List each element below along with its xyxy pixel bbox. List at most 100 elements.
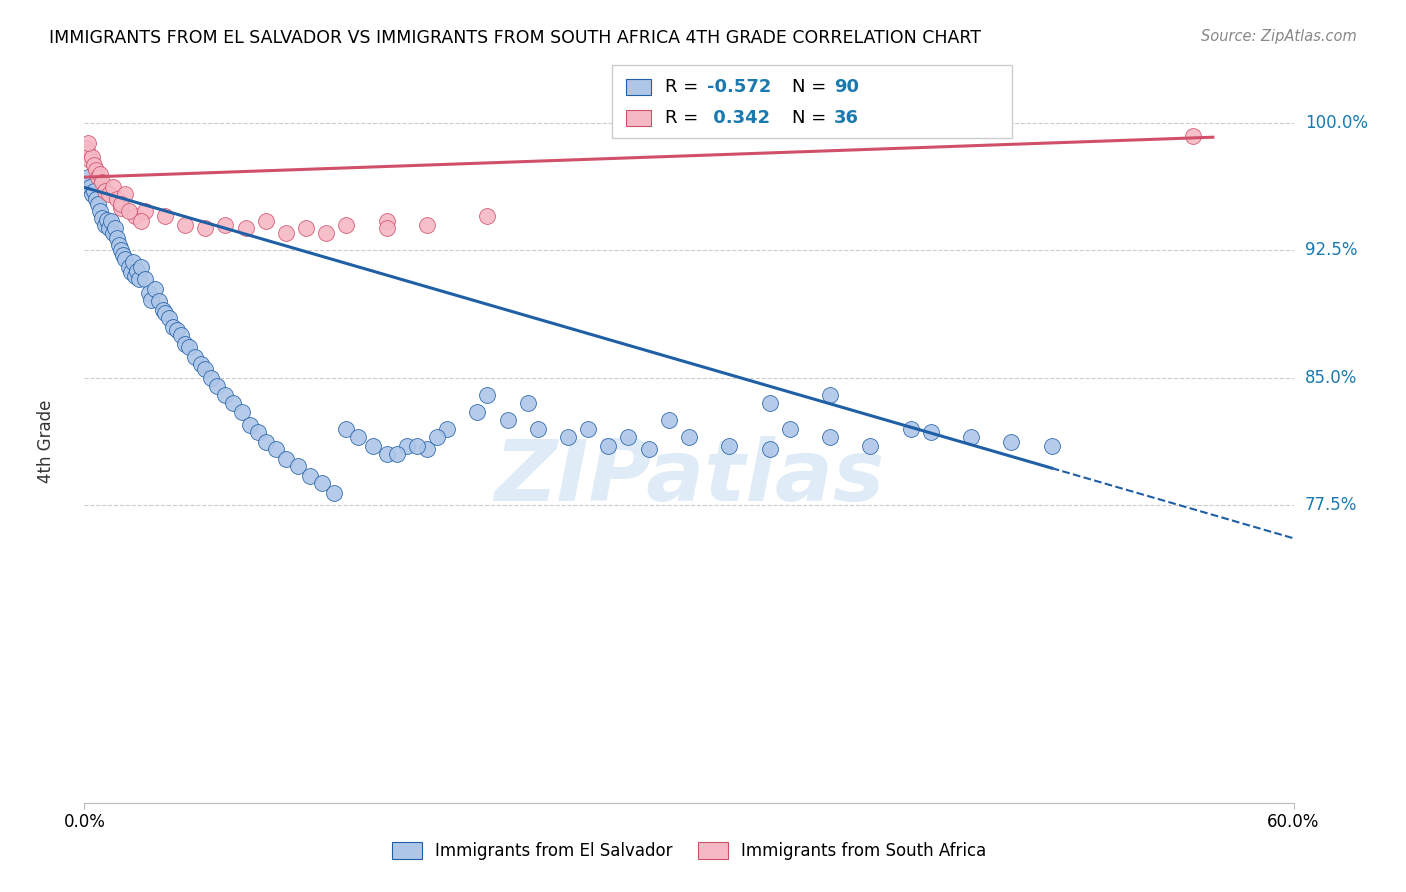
Point	[91, 211, 114, 225]
Text: 100.0%: 100.0%	[1305, 114, 1368, 132]
Point	[287, 459, 309, 474]
Point	[93, 218, 115, 232]
Point	[110, 244, 132, 258]
Point	[718, 439, 741, 453]
Point	[375, 221, 398, 235]
Point	[124, 268, 146, 283]
Point	[104, 221, 127, 235]
Point	[139, 293, 162, 307]
Point	[125, 263, 148, 277]
Point	[101, 180, 124, 194]
Text: 92.5%: 92.5%	[1305, 241, 1357, 260]
Point	[222, 396, 245, 410]
Point	[83, 184, 105, 198]
Point	[152, 302, 174, 317]
Point	[83, 158, 105, 172]
Point	[128, 272, 150, 286]
Text: 85.0%: 85.0%	[1305, 368, 1357, 387]
Point	[557, 430, 579, 444]
Point	[77, 170, 100, 185]
Point	[118, 260, 141, 275]
Point	[315, 227, 337, 241]
Text: 90: 90	[834, 78, 859, 96]
Text: R =: R =	[665, 78, 704, 96]
Point	[129, 214, 152, 228]
Text: R =: R =	[665, 109, 704, 127]
Point	[97, 221, 120, 235]
Point	[416, 218, 439, 232]
Point	[920, 425, 942, 440]
Point	[246, 425, 269, 440]
Point	[235, 221, 257, 235]
Point	[96, 212, 118, 227]
Point	[426, 430, 449, 444]
Point	[231, 405, 253, 419]
Point	[496, 413, 519, 427]
Point	[91, 175, 114, 189]
Text: Source: ZipAtlas.com: Source: ZipAtlas.com	[1201, 29, 1357, 44]
Point	[1181, 129, 1204, 144]
Point	[86, 163, 108, 178]
Point	[758, 396, 780, 410]
Point	[347, 430, 370, 444]
Point	[179, 340, 201, 354]
Point	[323, 486, 346, 500]
Point	[105, 231, 128, 245]
Point	[779, 422, 801, 436]
Point	[311, 476, 333, 491]
Point	[174, 336, 197, 351]
Point	[274, 227, 297, 241]
Point	[153, 209, 176, 223]
Point	[1040, 439, 1063, 453]
Point	[274, 452, 297, 467]
Text: -0.572: -0.572	[707, 78, 772, 96]
Point	[89, 167, 111, 181]
Point	[207, 379, 229, 393]
Point	[134, 204, 156, 219]
Point	[166, 323, 188, 337]
Point	[79, 180, 101, 194]
Point	[375, 447, 398, 461]
Point	[818, 430, 841, 444]
Point	[385, 447, 408, 461]
Point	[82, 150, 104, 164]
Text: 36: 36	[834, 109, 859, 127]
Point	[477, 388, 499, 402]
Point	[97, 187, 120, 202]
Point	[87, 170, 110, 185]
Point	[82, 187, 104, 202]
Point	[576, 422, 599, 436]
Text: 4th Grade: 4th Grade	[37, 400, 55, 483]
Point	[121, 255, 143, 269]
Point	[87, 197, 110, 211]
Point	[101, 227, 124, 241]
Point	[75, 141, 97, 155]
Point	[124, 209, 146, 223]
Point	[254, 435, 277, 450]
Point	[477, 209, 499, 223]
Point	[335, 218, 357, 232]
Point	[214, 218, 236, 232]
Point	[295, 221, 318, 235]
Point	[138, 285, 160, 300]
Point	[637, 442, 659, 457]
Point	[375, 214, 398, 228]
Point	[1000, 435, 1022, 450]
Text: N =: N =	[792, 109, 831, 127]
Point	[254, 214, 277, 228]
Point	[134, 272, 156, 286]
Point	[105, 192, 128, 206]
Text: ZIPatlas: ZIPatlas	[494, 436, 884, 519]
Point	[190, 357, 212, 371]
Point	[120, 265, 142, 279]
Point	[598, 439, 620, 453]
Point	[110, 201, 132, 215]
Point	[118, 204, 141, 219]
Text: 77.5%: 77.5%	[1305, 496, 1357, 515]
Legend: Immigrants from El Salvador, Immigrants from South Africa: Immigrants from El Salvador, Immigrants …	[385, 835, 993, 867]
Point	[361, 439, 384, 453]
Point	[184, 351, 207, 365]
Point	[436, 422, 458, 436]
Point	[107, 238, 129, 252]
Point	[100, 214, 122, 228]
